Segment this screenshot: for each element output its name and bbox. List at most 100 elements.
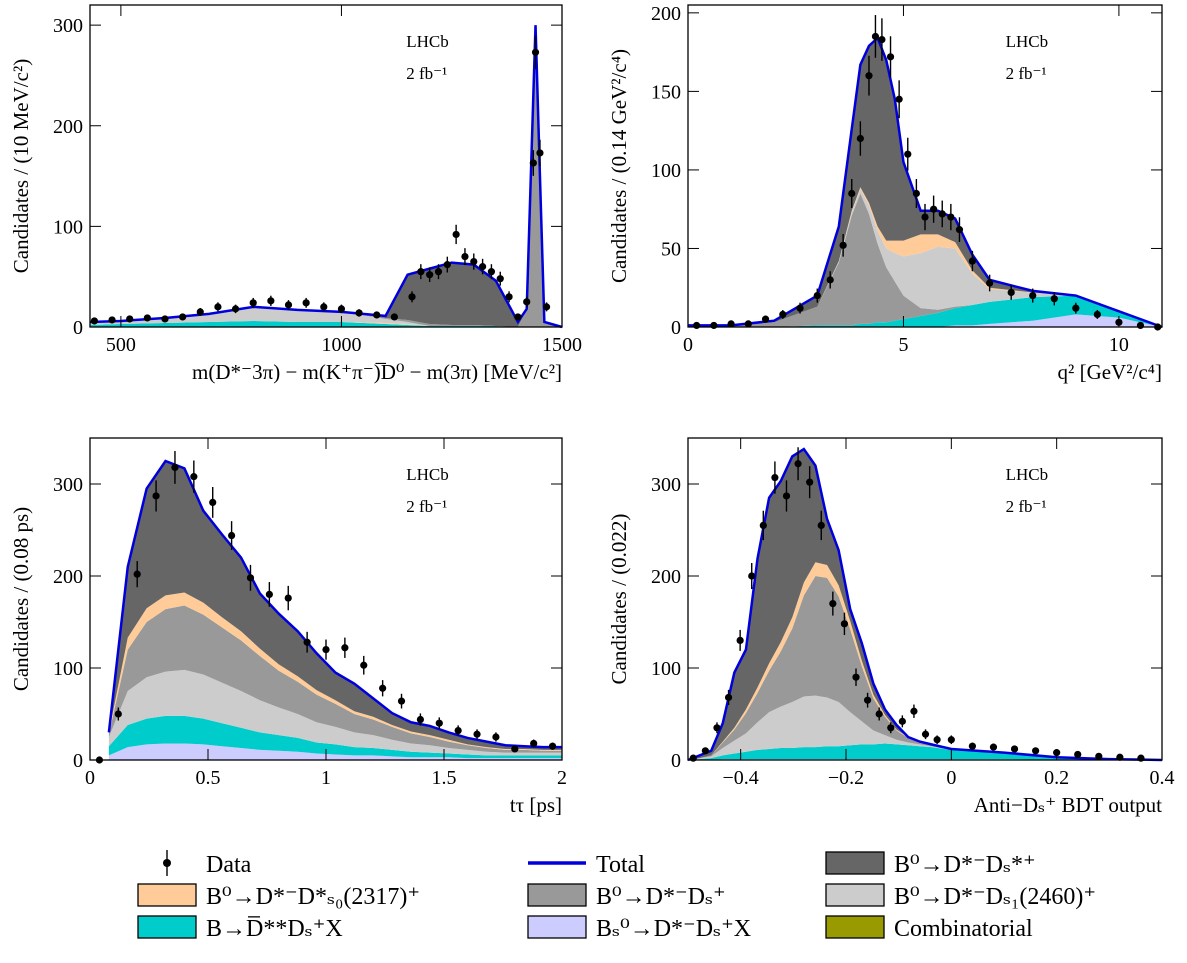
data-point (531, 35, 540, 69)
legend-entry: Combinatorial (825, 915, 1033, 942)
data-point (470, 253, 478, 270)
data-point (904, 137, 912, 171)
series-area-3 (688, 188, 1162, 327)
data-point (938, 200, 946, 228)
x-tick-label: 500 (106, 334, 136, 356)
data-point (426, 267, 434, 282)
plot-frame (89, 4, 563, 328)
data-point (796, 302, 804, 314)
lumi-label: 2 fb⁻¹ (406, 64, 447, 83)
data-point (724, 689, 733, 706)
legend: Data B⁰→D*⁻D*ₛ₀(2317)⁺ B→D̅**Dₛ⁺X Total B⁰→D… (137, 850, 1096, 942)
y-axis-label: Candidates / (0.022) (607, 514, 631, 685)
panel-1: 500 1000 1500 0 100 200 300 LHCb 2 fb⁻¹ m(D*⁻3π) … (9, 4, 582, 384)
data-point (379, 680, 387, 697)
legend-swatch (825, 851, 885, 875)
data-point (863, 692, 872, 708)
data-point (1007, 285, 1015, 300)
total-line (688, 35, 1163, 329)
legend-label: B→D̅**Dₛ⁺X (206, 916, 343, 942)
data-point (435, 717, 443, 730)
legend-label: Total (596, 852, 645, 878)
series-area-4 (108, 592, 562, 751)
stacked-areas (688, 449, 1162, 760)
lumi-label: 2 fb⁻¹ (1006, 64, 1047, 83)
data-point (284, 300, 293, 310)
data-point (986, 274, 994, 292)
data-point (771, 461, 779, 494)
y-axis-label: Candidates / (0.14 GeV²/c⁴) (607, 49, 631, 283)
data-point (871, 15, 880, 58)
data-point (542, 302, 551, 312)
data-point (1029, 288, 1037, 303)
data-point (133, 561, 141, 588)
data-point (887, 722, 895, 734)
data-point (373, 311, 381, 319)
x-axis-label: q² [GeV²/c⁴] (1058, 360, 1162, 384)
x-tick-label: 2 (557, 767, 567, 789)
data-point (523, 296, 531, 307)
data-point (487, 264, 496, 280)
y-tick-label: 100 (651, 160, 681, 182)
data-point (548, 742, 557, 750)
x-axis-label: Anti−Dₛ⁺ BDT output (974, 793, 1162, 817)
panel-3: 0 0.5 1 1.5 2 0 100 200 300 LHCb 2 fb⁻¹ tτ [ps] Cand… (9, 437, 567, 817)
data-point (492, 732, 500, 742)
data-point (417, 264, 425, 280)
data-point (284, 585, 292, 611)
y-tick-label: 0 (671, 750, 681, 772)
data-point (478, 258, 487, 275)
data-point (265, 582, 273, 607)
data-point (1010, 745, 1019, 753)
legend-label: Data (206, 852, 252, 878)
x-tick-label: 1 (321, 767, 331, 789)
data-point (408, 291, 416, 303)
data-point (302, 297, 310, 308)
y-tick-label: 0 (73, 317, 83, 339)
data-point (397, 693, 406, 709)
series-area-1 (108, 715, 562, 759)
y-tick-label: 300 (53, 474, 83, 496)
x-tick-label: 0.5 (196, 767, 221, 789)
y-axis-label: Candidates / (10 MeV/c²) (9, 59, 33, 274)
data-point (806, 466, 814, 499)
stacked-areas (688, 37, 1162, 328)
legend-swatch (825, 883, 885, 907)
x-tick-label: −0.4 (723, 767, 759, 789)
data-point (701, 747, 709, 755)
y-tick-label: 200 (651, 566, 681, 588)
legend-swatch (527, 915, 587, 939)
data-point (505, 291, 513, 303)
data-point (114, 707, 122, 721)
data-point (761, 315, 770, 323)
data-point (921, 203, 929, 231)
data-point (161, 315, 169, 323)
data-point (179, 313, 187, 321)
data-point (829, 591, 837, 616)
data-point (968, 742, 977, 750)
series-area-0 (688, 314, 1162, 327)
data-point (452, 224, 460, 245)
series-area-3 (90, 306, 562, 327)
data-point (1095, 752, 1103, 760)
data-point (921, 729, 930, 740)
total-line (107, 459, 562, 749)
data-point (196, 308, 204, 316)
x-tick-label: 5 (898, 334, 908, 356)
data-point (108, 316, 116, 324)
data-point (710, 321, 718, 330)
data-points (95, 451, 557, 764)
legend-entry: B→D̅**Dₛ⁺X (137, 915, 343, 942)
data-point (1137, 754, 1145, 762)
x-tick-label: 0 (683, 334, 693, 356)
data-point (1050, 292, 1058, 306)
y-tick-label: 100 (53, 658, 83, 680)
legend-swatch (137, 915, 197, 939)
data-point (782, 480, 791, 512)
data-point (473, 729, 481, 740)
data-point (794, 447, 802, 481)
plot-frame (687, 4, 1163, 328)
